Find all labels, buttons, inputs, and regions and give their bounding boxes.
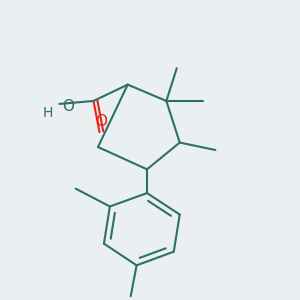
- Text: O: O: [95, 114, 107, 129]
- Text: H: H: [42, 106, 52, 120]
- Text: O: O: [62, 99, 74, 114]
